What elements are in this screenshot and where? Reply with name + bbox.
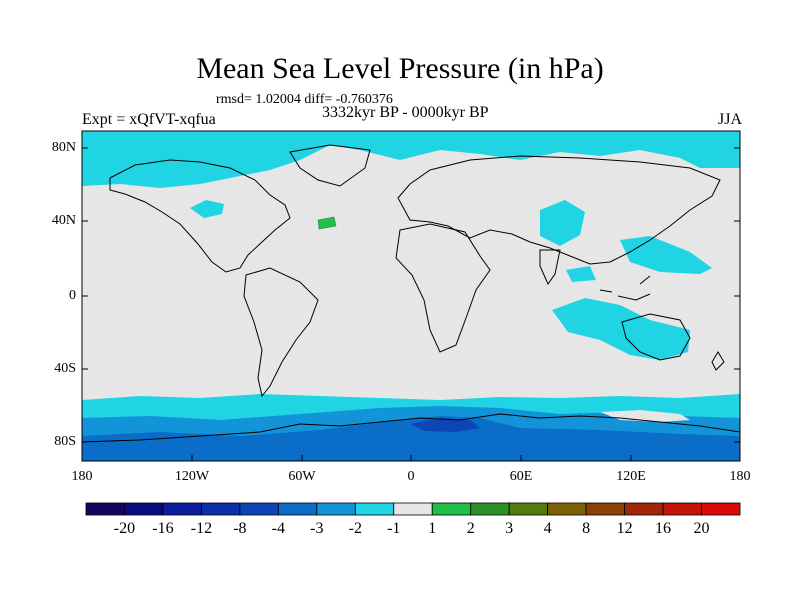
north-atlantic-anomaly <box>190 200 224 218</box>
colorbar-label: -4 <box>271 520 285 537</box>
maritime-islands-coast <box>599 275 651 301</box>
colorbar-label: 2 <box>466 520 475 537</box>
colorbar-label: -20 <box>113 520 136 537</box>
x-tick-180w: 180 <box>71 469 93 484</box>
colorbar-label: -2 <box>348 520 362 537</box>
colorbar-swatch <box>124 502 164 516</box>
south-america-coast <box>243 267 319 398</box>
colorbar-swatch <box>239 502 279 516</box>
colorbar <box>85 502 741 516</box>
colorbar-label: -16 <box>152 520 174 537</box>
colorbar-swatch <box>585 502 625 516</box>
y-tick-40s: 40S <box>54 361 76 376</box>
colorbar-swatch <box>547 502 587 516</box>
atlantic-positive-anomaly <box>317 216 337 230</box>
arabian-sea-anomaly <box>566 266 596 282</box>
x-tick-0: 0 <box>407 469 415 484</box>
y-tick-0: 0 <box>69 288 76 303</box>
west-pacific-anomaly <box>620 236 712 274</box>
colorbar-swatch <box>701 502 741 516</box>
colorbar-swatch <box>85 502 125 516</box>
colorbar-label: 20 <box>693 520 710 537</box>
map-anomaly-fill <box>82 131 740 461</box>
colorbar-label: -12 <box>190 520 213 537</box>
antarctic-anomaly-2 <box>82 416 740 461</box>
new-zealand-coast <box>711 351 725 371</box>
x-tick-60e: 60E <box>509 469 533 484</box>
antarctic-positive-anomaly <box>600 410 690 422</box>
axis-ticks <box>81 147 741 461</box>
coastlines <box>81 144 741 443</box>
india-coast <box>539 249 561 286</box>
greenland-coast <box>289 144 371 187</box>
map-title: Mean Sea Level Pressure (in hPa) <box>196 52 604 85</box>
y-tick-80n: 80N <box>51 140 76 155</box>
season-label: JJA <box>717 111 742 128</box>
colorbar-label: 4 <box>543 520 552 537</box>
indian-ocean-anomaly <box>552 298 690 360</box>
antarctica-coast <box>81 413 741 443</box>
africa-coast <box>395 223 491 353</box>
colorbar-swatch <box>662 502 702 516</box>
colorbar-label: -1 <box>387 520 401 537</box>
stats-text: rmsd= 1.02004 diff= -0.760376 <box>216 92 393 107</box>
x-tick-120e: 120E <box>616 469 646 484</box>
colorbar-swatch <box>393 502 433 516</box>
colorbar-label: -8 <box>233 520 247 537</box>
colorbar-swatch <box>316 502 356 516</box>
colorbar-swatch <box>624 502 664 516</box>
x-tick-120w: 120W <box>174 469 210 484</box>
arctic-anomaly <box>82 131 740 188</box>
antarctic-anomaly-3 <box>410 418 480 432</box>
north-pacific-anomaly <box>540 200 585 246</box>
colorbar-label: 16 <box>655 520 672 537</box>
colorbar-swatch <box>508 502 549 516</box>
period-label: 3332kyr BP - 0000kyr BP <box>322 104 489 121</box>
australia-coast <box>621 313 691 361</box>
colorbar-label: -3 <box>310 520 324 537</box>
colorbar-swatch <box>431 502 472 516</box>
colorbar-swatch <box>470 502 510 516</box>
colorbar-swatch <box>354 502 395 516</box>
colorbar-label: 12 <box>616 520 633 537</box>
x-tick-60w: 60W <box>288 469 316 484</box>
colorbar-label: 1 <box>428 520 437 537</box>
x-tick-180e: 180 <box>729 469 751 484</box>
experiment-label: Expt = xQfVT-xqfua <box>82 111 216 128</box>
eurasia-coast <box>397 155 721 265</box>
north-america-coast <box>109 159 291 273</box>
y-tick-40n: 40N <box>51 213 76 228</box>
colorbar-label: 8 <box>582 520 591 537</box>
colorbar-swatch <box>277 502 318 516</box>
colorbar-swatch <box>201 502 241 516</box>
colorbar-label: 3 <box>505 520 514 537</box>
colorbar-swatch <box>162 502 202 516</box>
y-tick-80s: 80S <box>54 434 76 449</box>
